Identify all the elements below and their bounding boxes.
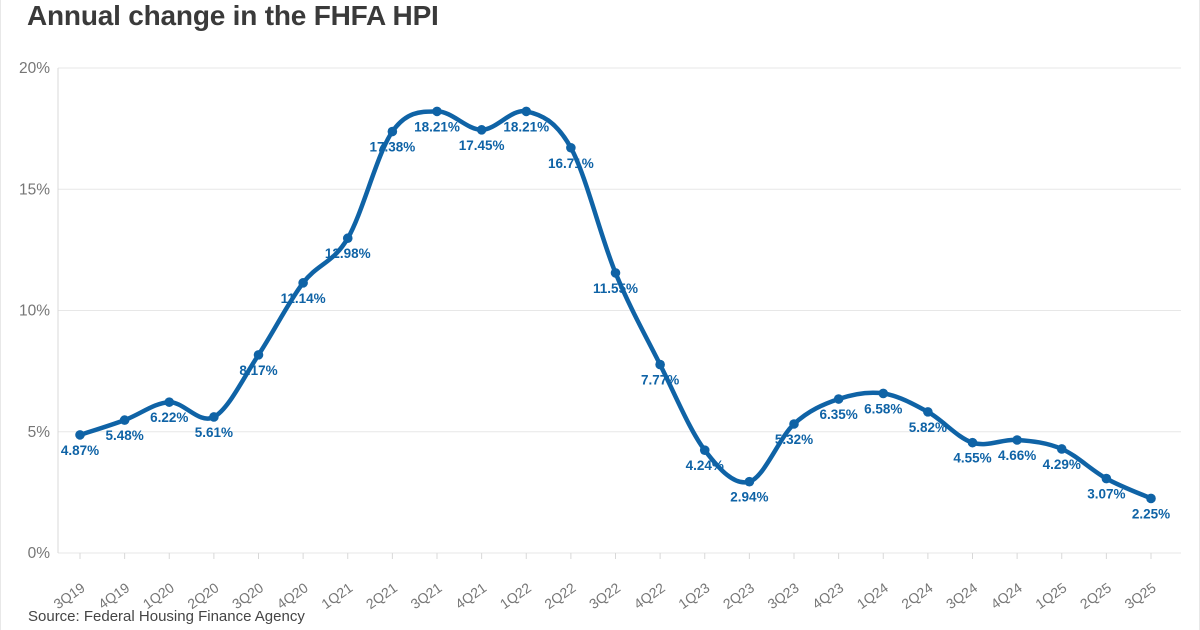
- x-axis-tick-label: 1Q25: [1032, 579, 1069, 612]
- x-axis-tick-label: 2Q21: [363, 579, 400, 612]
- data-point-label: 17.38%: [369, 140, 415, 155]
- data-point-marker: [878, 388, 889, 399]
- data-point-marker: [209, 412, 219, 422]
- y-axis-tick-label: 0%: [28, 545, 51, 562]
- data-point-marker: [1056, 444, 1067, 454]
- x-axis-tick-label: 4Q22: [631, 579, 668, 612]
- data-point-label: 17.45%: [459, 138, 505, 153]
- x-axis-tick-label: 1Q22: [497, 579, 534, 612]
- x-axis-tick-label: 3Q22: [586, 579, 623, 612]
- data-point-marker: [833, 394, 844, 404]
- x-axis-tick-label: 4Q21: [452, 579, 489, 612]
- data-point-label: 4.24%: [686, 458, 724, 473]
- data-point-label: 8.17%: [239, 363, 277, 378]
- data-point-marker: [744, 476, 755, 487]
- data-point-marker: [1101, 473, 1112, 484]
- data-point-marker: [967, 437, 978, 448]
- data-point-label: 16.71%: [548, 156, 594, 171]
- data-point-label: 4.55%: [953, 451, 991, 466]
- x-axis-tick-label: 2Q23: [720, 579, 757, 612]
- data-point-label: 12.98%: [325, 246, 371, 261]
- x-axis-tick-label: 1Q23: [675, 579, 712, 612]
- x-axis-tick-label: 3Q25: [1121, 579, 1158, 612]
- x-axis-tick-label: 2Q25: [1077, 579, 1114, 612]
- source-attribution: Source: Federal Housing Finance Agency: [28, 608, 305, 625]
- data-point-marker: [699, 445, 710, 455]
- data-point-label: 11.14%: [281, 291, 326, 306]
- x-axis-tick-label: 3Q23: [764, 579, 801, 612]
- data-point-marker: [789, 419, 799, 429]
- data-point-marker: [476, 125, 487, 135]
- data-point-marker: [387, 126, 398, 137]
- data-point-marker: [119, 415, 130, 425]
- x-axis-tick-label: 4Q23: [809, 579, 846, 612]
- data-point-marker: [566, 142, 576, 153]
- data-point-label: 4.66%: [998, 448, 1036, 463]
- y-axis-tick-label: 15%: [19, 181, 50, 198]
- data-point-marker: [342, 233, 353, 244]
- data-point-label: 6.22%: [150, 410, 188, 425]
- data-point-marker: [164, 397, 175, 407]
- data-point-label: 5.82%: [909, 420, 947, 435]
- series-line: [77, 109, 1154, 501]
- data-point-label: 11.55%: [593, 281, 638, 296]
- data-point-label: 6.58%: [864, 401, 902, 416]
- x-axis-tick-label: 1Q24: [854, 579, 891, 612]
- data-point-label: 6.35%: [819, 407, 857, 422]
- data-point-label: 2.25%: [1132, 506, 1170, 521]
- y-axis-tick-label: 20%: [19, 60, 50, 77]
- data-point-marker: [1012, 435, 1022, 445]
- data-point-marker: [253, 350, 264, 360]
- y-axis-tick-label: 5%: [28, 424, 51, 441]
- data-point-label: 5.61%: [195, 425, 233, 440]
- data-point-label: 7.77%: [641, 373, 679, 388]
- data-point-label: 4.29%: [1043, 457, 1081, 472]
- x-axis-tick-label: 4Q24: [988, 579, 1025, 612]
- data-point-label: 3.07%: [1087, 487, 1125, 502]
- data-point-label: 18.21%: [503, 119, 549, 134]
- data-point-marker: [521, 106, 532, 117]
- data-point-marker: [75, 430, 85, 440]
- data-point-label: 4.87%: [61, 443, 99, 458]
- data-point-label: 2.94%: [730, 490, 768, 505]
- x-axis-tick-label: 1Q21: [318, 579, 355, 612]
- data-point-marker: [298, 278, 308, 288]
- x-axis-tick-label: 3Q21: [407, 579, 444, 612]
- data-point-marker: [923, 407, 933, 417]
- y-axis-tick-label: 10%: [19, 303, 50, 320]
- data-point-marker: [610, 268, 621, 278]
- x-axis-tick-label: 2Q22: [541, 579, 578, 612]
- x-axis-tick-label: 2Q24: [898, 579, 935, 612]
- data-point-marker: [655, 359, 665, 370]
- data-point-label: 5.48%: [105, 428, 143, 443]
- data-point-marker: [432, 106, 442, 117]
- chart-title: Annual change in the FHFA HPI: [27, 0, 439, 31]
- data-point-label: 5.32%: [775, 432, 813, 447]
- data-point-label: 18.21%: [414, 119, 460, 134]
- x-axis-tick-label: 3Q24: [943, 579, 980, 612]
- data-point-marker: [1146, 493, 1156, 504]
